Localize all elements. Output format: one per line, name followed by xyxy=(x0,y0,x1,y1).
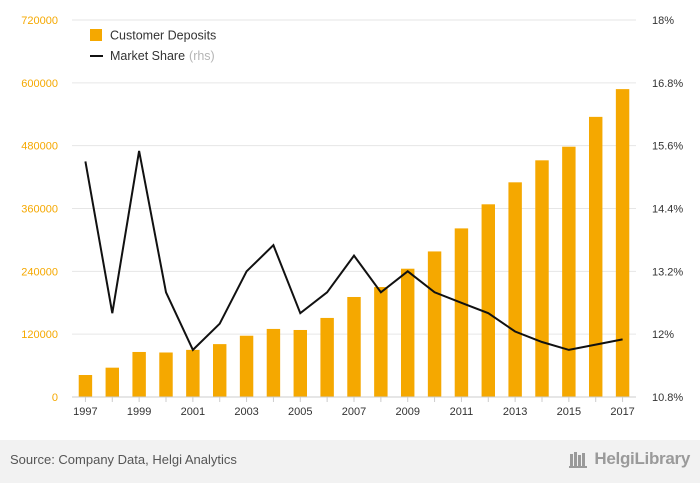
deposit-bars xyxy=(78,89,630,398)
y-left-tick-label: 360000 xyxy=(21,204,58,216)
legend-swatch-deposits xyxy=(90,29,102,41)
x-tick-label: 2015 xyxy=(557,406,581,418)
brand-name: HelgiLibrary xyxy=(594,449,690,468)
y-right-tick-label: 13.2% xyxy=(652,266,683,278)
legend-label-deposits: Customer Deposits xyxy=(110,29,216,43)
source-note: Source: Company Data, Helgi Analytics xyxy=(10,452,237,467)
deposit-bar xyxy=(401,268,415,397)
deposit-bar xyxy=(159,352,173,397)
brand-logo: HelgiLibrary xyxy=(568,448,690,470)
deposit-bar xyxy=(427,251,442,397)
deposit-bar xyxy=(562,146,576,397)
deposit-bar xyxy=(239,335,254,397)
y-left-tick-label: 120000 xyxy=(21,329,58,341)
market-share-line-group xyxy=(84,150,623,352)
x-tick-label: 2011 xyxy=(450,406,474,418)
chart: 1997 1999 2001 2003 2005 2007 2009 2011 2013 2015… xyxy=(21,15,683,418)
library-icon xyxy=(569,452,588,468)
y-right-tick-label: 15.6% xyxy=(652,141,683,153)
deposit-bar xyxy=(589,116,603,398)
y-left-tick-label: 0 xyxy=(52,392,58,404)
deposit-bar xyxy=(293,329,307,397)
y-right-tick-label: 18% xyxy=(652,15,674,27)
x-tick-label: 2001 xyxy=(181,406,205,418)
x-tick-label: 1999 xyxy=(127,406,151,418)
x-tick-label: 2013 xyxy=(503,406,527,418)
deposit-bar xyxy=(266,328,281,397)
deposit-bar xyxy=(213,344,227,397)
x-tick-label: 2007 xyxy=(342,406,366,418)
deposit-bar xyxy=(481,204,495,397)
x-tick-label: 2003 xyxy=(234,406,258,418)
deposit-bar xyxy=(320,317,334,397)
footer: Source: Company Data, Helgi Analytics He… xyxy=(0,440,700,483)
deposit-bar xyxy=(78,375,93,397)
y-right-tick-label: 16.8% xyxy=(652,78,683,90)
grid-lines xyxy=(72,19,636,335)
x-tick-label: 2005 xyxy=(288,406,312,418)
y-axis-right: 10.8% 12% 13.2% 14.4% 15.6% 16.8% 18% xyxy=(652,15,683,404)
y-left-tick-label: 600000 xyxy=(21,78,58,90)
legend-label-market-share: Market Share (rhs) xyxy=(110,49,215,63)
y-right-tick-label: 12% xyxy=(652,329,674,341)
legend-label-market-share-name: Market Share xyxy=(110,49,185,63)
y-right-tick-label: 14.4% xyxy=(652,204,683,216)
deposit-bar xyxy=(105,367,119,397)
y-right-tick-label: 10.8% xyxy=(652,392,683,404)
deposit-bar xyxy=(186,349,200,397)
legend: Customer Deposits Market Share (rhs) xyxy=(90,29,216,63)
legend-label-rhs: (rhs) xyxy=(189,49,215,63)
deposit-bar xyxy=(132,351,146,397)
y-left-tick-label: 480000 xyxy=(21,141,58,153)
deposit-bar xyxy=(347,296,361,397)
x-tick-label: 1997 xyxy=(73,406,97,418)
y-left-tick-label: 720000 xyxy=(21,15,58,27)
deposit-bar xyxy=(374,287,388,397)
x-axis: 1997 1999 2001 2003 2005 2007 2009 2011 2013 2015… xyxy=(72,396,636,418)
x-tick-label: 2009 xyxy=(395,406,419,418)
deposit-bar xyxy=(615,89,630,397)
x-tick-label: 2017 xyxy=(610,406,634,418)
deposit-bar xyxy=(508,182,522,397)
deposit-bar xyxy=(454,228,469,397)
deposit-bar xyxy=(535,160,549,397)
y-axis-left: 0 120000 240000 360000 480000 600000 720000 xyxy=(21,15,58,404)
market-share-line xyxy=(84,150,623,352)
y-left-tick-label: 240000 xyxy=(21,266,58,278)
